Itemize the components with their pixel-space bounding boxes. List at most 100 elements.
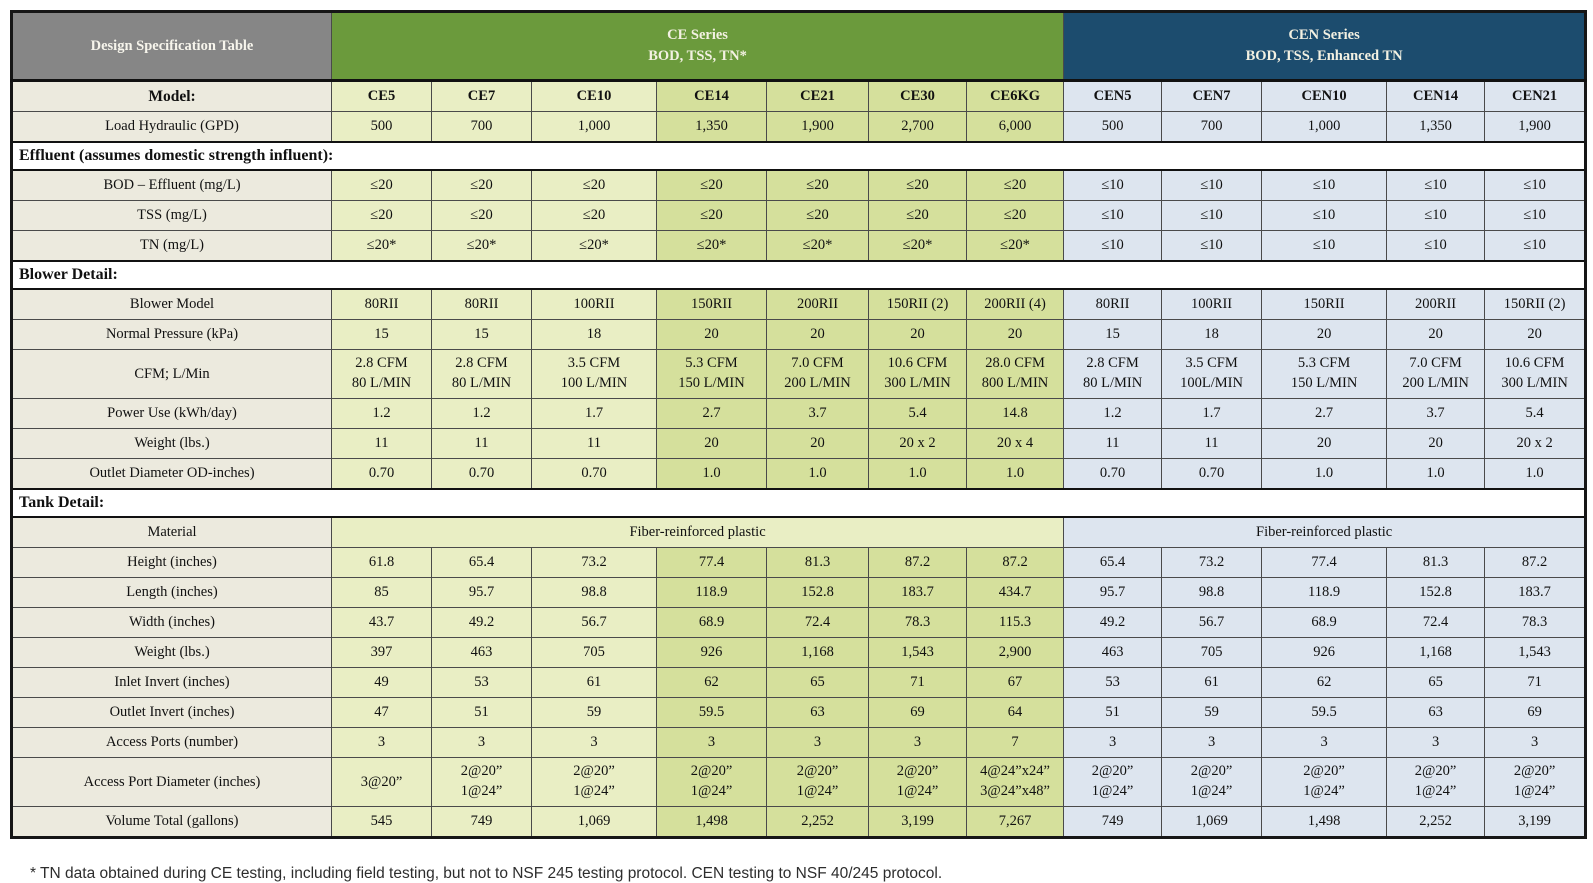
section-header-row: Blower Detail: [10,260,1587,290]
row-label: Model: [11,80,332,112]
spec-cell: 2@20” 1@24” [1261,757,1388,807]
spec-cell: 98.8 [531,577,657,608]
spec-cell: 3,199 [1484,806,1587,838]
section-header-row: Tank Detail: [10,488,1587,518]
spec-cell: 53 [431,667,532,698]
row-label: Load Hydraulic (GPD) [11,111,332,143]
table-row: Height (inches) 61.8 65.4 73.2 77.4 81.3 87.2 8… [11,547,1587,578]
spec-cell: 62 [656,667,767,698]
spec-cell: 11 [431,428,532,459]
spec-cell: CE6KG [965,80,1065,112]
table-row: Outlet Invert (inches) 47 51 59 59.5 63 69 64 51… [11,697,1587,728]
spec-cell: 20 [1484,319,1587,350]
spec-cell: CE10 [531,80,657,112]
spec-cell-merged-ce: Fiber-reinforced plastic [330,516,1065,548]
spec-cell: CE21 [766,80,869,112]
spec-cell: 20 [965,319,1065,350]
spec-cell: 0.70 [1161,458,1263,490]
spec-cell: 87.2 [965,547,1065,578]
spec-cell: ≤10 [1386,230,1486,262]
row-label: Material [11,516,332,548]
spec-cell: ≤20 [965,200,1065,231]
spec-cell: 80RII [1063,288,1163,320]
spec-cell: 200RII (4) [965,288,1065,320]
spec-cell: 2,900 [965,637,1065,668]
spec-cell: 7 [965,727,1065,758]
spec-cell: ≤20* [868,230,967,262]
spec-cell: 1,069 [531,806,657,838]
spec-cell: CE14 [656,80,767,112]
spec-cell: 1.0 [1484,458,1587,490]
table-row: Load Hydraulic (GPD) 500 700 1,000 1,350 1,90… [11,111,1587,143]
spec-cell: 700 [431,111,532,143]
spec-cell: 3 [1063,727,1163,758]
spec-cell: 500 [331,111,432,143]
spec-cell: CEN10 [1261,80,1388,112]
spec-cell: 20 [1261,428,1388,459]
spec-cell: 3 [331,727,432,758]
spec-cell: 2@20” 1@24” [766,757,869,807]
table-row: Access Port Diameter (inches) 3@20” 2@20” … [11,757,1587,807]
spec-cell: 5.4 [1484,398,1587,429]
spec-cell: 0.70 [331,458,432,490]
spec-cell: 1.0 [868,458,967,490]
section-header: Blower Detail: [10,260,1587,290]
spec-cell: 61 [531,667,657,698]
spec-cell: 85 [331,577,432,608]
spec-cell: ≤20 [868,200,967,231]
spec-cell: 63 [1386,697,1486,728]
table-row: TSS (mg/L) ≤20 ≤20 ≤20 ≤20 ≤20 ≤20 ≤20 ≤10 ≤10 ≤10… [11,200,1587,231]
spec-cell: 1,900 [1484,111,1587,143]
spec-cell: ≤10 [1484,230,1587,262]
spec-cell: ≤20 [656,200,767,231]
row-label: Weight (lbs.) [11,428,332,459]
spec-cell: 28.0 CFM 800 L/MIN [965,349,1065,399]
spec-cell: 20 [766,428,869,459]
row-label: Width (inches) [11,607,332,638]
spec-cell: CEN7 [1161,80,1263,112]
spec-cell: 2@20” 1@24” [868,757,967,807]
row-label: Outlet Invert (inches) [11,697,332,728]
spec-cell: ≤10 [1063,200,1163,231]
spec-cell: 3 [531,727,657,758]
spec-cell: 72.4 [1386,607,1486,638]
spec-cell: 51 [431,697,532,728]
spec-cell: 18 [1161,319,1263,350]
spec-cell: 95.7 [431,577,532,608]
spec-cell: 183.7 [1484,577,1587,608]
spec-cell: CE30 [868,80,967,112]
table-row: TN (mg/L) ≤20* ≤20* ≤20* ≤20* ≤20* ≤20* ≤20* ≤10… [11,230,1587,262]
table-row: CFM; L/Min 2.8 CFM 80 L/MIN 2.8 CFM 80 L/M… [11,349,1587,399]
spec-cell: 705 [1161,637,1263,668]
spec-cell: 1,168 [1386,637,1486,668]
spec-cell: 150RII [656,288,767,320]
spec-cell: 1,000 [1261,111,1388,143]
spec-cell: 397 [331,637,432,668]
spec-cell: 20 x 2 [1484,428,1587,459]
spec-cell: 64 [965,697,1065,728]
spec-cell: ≤20 [766,200,869,231]
ce-series-subtitle: BOD, TSS, TN* [648,48,747,64]
spec-cell: ≤20 [965,169,1065,201]
spec-cell: 3.5 CFM 100L/MIN [1161,349,1263,399]
spec-cell: ≤20 [531,169,657,201]
spec-cell: ≤20 [656,169,767,201]
spec-cell: ≤10 [1484,200,1587,231]
spec-cell: 1.2 [431,398,532,429]
spec-cell: 81.3 [1386,547,1486,578]
spec-cell: 77.4 [656,547,767,578]
spec-cell: 59 [1161,697,1263,728]
spec-cell: ≤10 [1161,230,1263,262]
spec-cell: 2,252 [1386,806,1486,838]
spec-cell: 49 [331,667,432,698]
table-banner-row: Design Specification Table CE Series BOD… [11,11,1587,82]
spec-cell: 59.5 [1261,697,1388,728]
spec-cell: 98.8 [1161,577,1263,608]
spec-cell: ≤20* [965,230,1065,262]
spec-cell: 15 [1063,319,1163,350]
spec-cell: 69 [1484,697,1587,728]
spec-cell: 68.9 [656,607,767,638]
spec-cell: 11 [531,428,657,459]
spec-cell: 81.3 [766,547,869,578]
spec-cell: 1.0 [965,458,1065,490]
